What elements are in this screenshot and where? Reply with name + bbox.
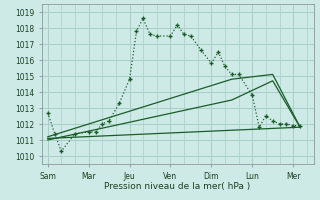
X-axis label: Pression niveau de la mer( hPa ): Pression niveau de la mer( hPa ): [104, 182, 251, 191]
